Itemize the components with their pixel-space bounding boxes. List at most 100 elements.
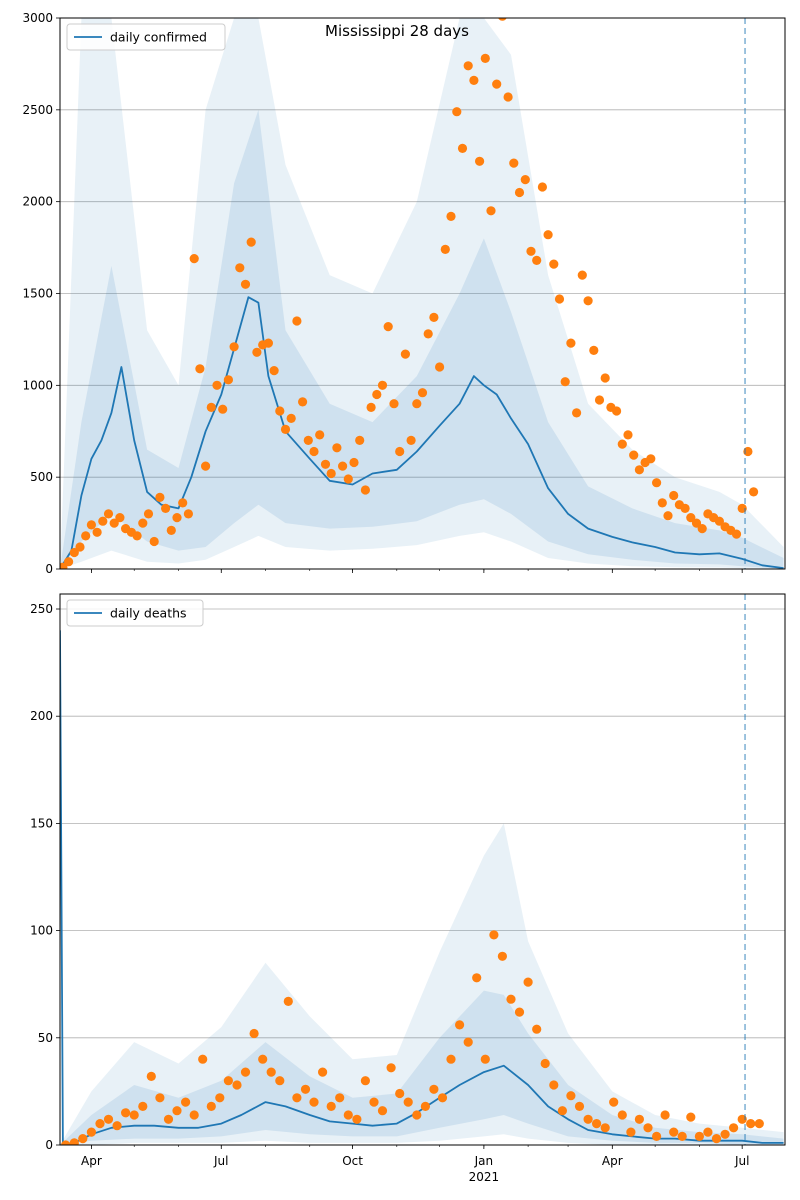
data-point — [634, 465, 645, 475]
data-point — [252, 347, 262, 357]
y-tick-label: 0 — [45, 1138, 53, 1152]
data-point — [86, 520, 96, 530]
data-point — [560, 377, 570, 387]
data-point — [146, 1071, 156, 1081]
data-point — [223, 375, 233, 385]
data-point — [61, 1140, 71, 1145]
data-point — [315, 430, 325, 440]
data-point — [109, 518, 119, 528]
data-point — [218, 404, 228, 414]
data-point — [280, 424, 291, 434]
daily-confirmed-panel: 0 500 1000 1500 2000 2500 3000 daily confirmed M… — [22, 11, 786, 576]
data-point — [617, 439, 627, 449]
data-point — [646, 454, 656, 464]
data-point — [514, 1007, 525, 1017]
legend-label: daily confirmed — [110, 30, 207, 45]
data-point — [129, 1110, 139, 1120]
data-point — [600, 373, 610, 383]
data-point — [549, 259, 559, 269]
data-point — [694, 1131, 705, 1141]
data-point — [172, 513, 182, 523]
data-point — [206, 1101, 216, 1111]
data-point — [283, 996, 293, 1007]
data-point — [629, 450, 639, 460]
data-point — [498, 18, 507, 21]
data-point — [617, 1110, 627, 1120]
x-tick-label: Jul — [734, 1154, 749, 1168]
data-point — [543, 230, 553, 240]
data-point — [423, 329, 433, 339]
y-tick-label: 50 — [38, 1031, 53, 1045]
data-point — [540, 1058, 550, 1069]
data-point — [240, 1067, 251, 1077]
data-point — [266, 1067, 276, 1077]
outer-uncertainty-band — [60, 18, 784, 569]
data-point — [566, 1091, 576, 1101]
data-point — [429, 1084, 439, 1094]
data-point — [178, 498, 188, 508]
data-point — [600, 1123, 610, 1133]
y-tick-label: 200 — [30, 709, 53, 723]
data-point — [372, 389, 382, 400]
x-tick-label: Jul — [213, 1154, 228, 1168]
data-point — [429, 312, 439, 322]
daily-deaths-panel: 0 50 100 150 200 250 Apr Jul Oct Jan Apr Jul 2021 dai… — [30, 593, 786, 1184]
data-point — [549, 1080, 559, 1090]
data-point — [446, 211, 456, 221]
data-point — [298, 397, 308, 407]
data-point — [589, 345, 599, 355]
data-point — [652, 1131, 662, 1141]
y-tick-label: 2500 — [22, 103, 53, 117]
data-point — [731, 529, 742, 539]
data-point — [626, 1127, 636, 1137]
series-line-daily-confirmed — [60, 296, 784, 569]
data-point — [81, 531, 91, 541]
data-point — [360, 485, 370, 495]
data-point — [554, 294, 565, 304]
y-tick-label: 1500 — [22, 287, 53, 301]
data-point — [189, 254, 199, 264]
plot-area — [60, 18, 784, 569]
x-tick-label: Oct — [342, 1154, 363, 1168]
data-point — [520, 175, 530, 185]
data-point — [206, 402, 216, 412]
data-point — [155, 1093, 165, 1103]
data-point — [326, 1101, 336, 1111]
data-point — [514, 187, 525, 198]
data-point — [652, 478, 662, 488]
data-point — [263, 338, 273, 348]
data-point — [463, 61, 473, 71]
data-point — [138, 1101, 148, 1111]
data-point — [583, 1114, 593, 1124]
y-tick-label: 250 — [30, 602, 53, 616]
data-point — [249, 1028, 259, 1039]
data-point — [189, 1110, 199, 1120]
data-point — [446, 1054, 456, 1064]
data-point — [112, 1121, 122, 1131]
legend: daily confirmed — [66, 23, 226, 51]
data-point — [223, 1076, 233, 1086]
x-tick-label: Apr — [81, 1154, 102, 1168]
axes-frame — [59, 593, 786, 1146]
data-point — [720, 1129, 730, 1139]
data-point — [497, 951, 507, 961]
data-point — [574, 1101, 585, 1111]
data-point — [149, 536, 159, 547]
data-point — [609, 1097, 619, 1107]
data-point — [181, 1097, 191, 1107]
data-point — [335, 1093, 345, 1103]
data-point — [657, 498, 667, 508]
data-point — [369, 1097, 379, 1107]
data-point — [509, 158, 519, 168]
data-point — [417, 388, 428, 398]
data-point — [557, 1106, 568, 1116]
data-point — [258, 1054, 268, 1064]
data-point — [201, 461, 211, 471]
data-point — [143, 509, 154, 519]
inner-uncertainty-band — [60, 990, 784, 1145]
data-point — [680, 503, 690, 513]
data-point — [455, 1020, 465, 1030]
data-point — [355, 435, 365, 445]
data-point — [343, 474, 353, 484]
y-tick-label: 1000 — [22, 378, 53, 392]
